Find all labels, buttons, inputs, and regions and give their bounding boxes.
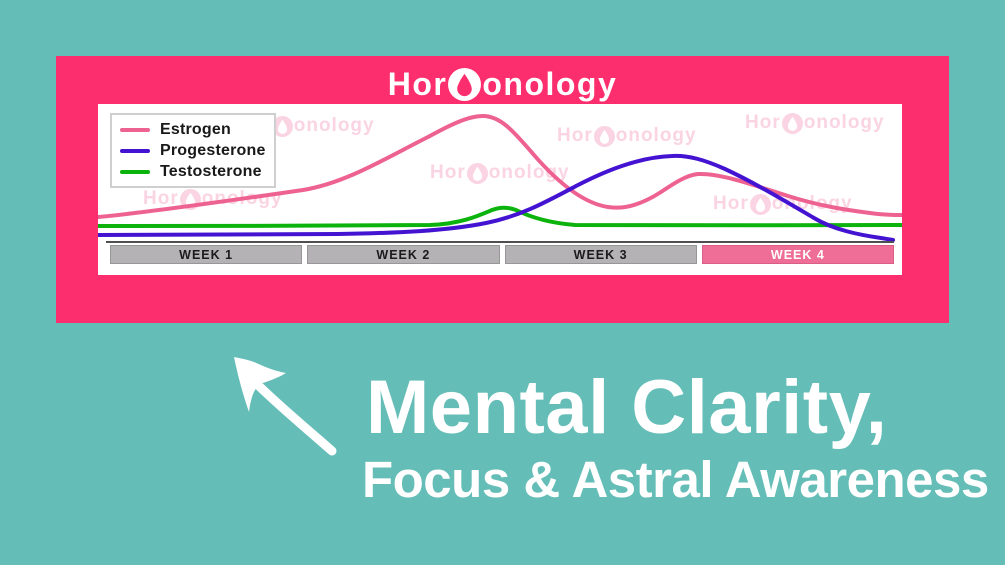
- chart-panel: Hor onology Hor onology Hor onology Hor …: [98, 104, 902, 275]
- arrow-up-left-icon: [234, 357, 337, 456]
- watermark-droplet-icon: [781, 112, 803, 134]
- week-2-segment: WEEK 2: [307, 245, 500, 264]
- week-1-segment: WEEK 1: [110, 245, 303, 264]
- legend-label: Estrogen: [160, 120, 231, 138]
- legend-item-progesterone: Progesterone: [120, 142, 266, 160]
- chart-card: Hor onology Hor onology Hor onology: [56, 56, 949, 323]
- logo-text-prefix: Hor: [387, 65, 448, 102]
- week-4-segment-highlighted: WEEK 4: [701, 245, 894, 264]
- watermark-droplet-icon: [749, 193, 771, 215]
- watermark-logo: Hor onology: [745, 112, 885, 134]
- hormone-curves: [98, 113, 902, 242]
- x-axis-line: [106, 241, 894, 243]
- caption-line-2: Focus & Astral Awareness: [362, 451, 989, 508]
- watermark-logo: Hor onology: [143, 188, 283, 210]
- progesterone-curve: [98, 153, 895, 242]
- estrogen-line-swatch: [120, 127, 150, 132]
- testosterone-line-swatch: [120, 169, 150, 174]
- logo-text-suffix: onology: [482, 65, 618, 102]
- legend-label: Progesterone: [160, 141, 266, 159]
- watermark-droplet-icon: [271, 115, 293, 137]
- caption-line-1: Mental Clarity,: [366, 365, 888, 450]
- testosterone-curve: [98, 205, 902, 228]
- legend-item-testosterone: Testosterone: [120, 163, 266, 181]
- hormonology-logo: Hor onology: [56, 63, 949, 105]
- legend: Estrogen Progesterone Testosterone: [110, 113, 276, 188]
- week-3-segment: WEEK 3: [504, 245, 697, 264]
- watermark-logo: Hor onology: [557, 125, 697, 147]
- progesterone-line-swatch: [120, 148, 150, 153]
- logo-droplet-icon: [448, 67, 482, 101]
- estrogen-curve: [98, 113, 902, 219]
- watermark-logo: Hor onology: [430, 162, 570, 184]
- legend-label: Testosterone: [160, 162, 262, 180]
- week-axis: WEEK 1 WEEK 2 WEEK 3 WEEK 4: [110, 245, 894, 264]
- watermark-droplet-icon: [593, 125, 615, 147]
- watermark-droplet-icon: [466, 162, 488, 184]
- legend-item-estrogen: Estrogen: [120, 121, 266, 139]
